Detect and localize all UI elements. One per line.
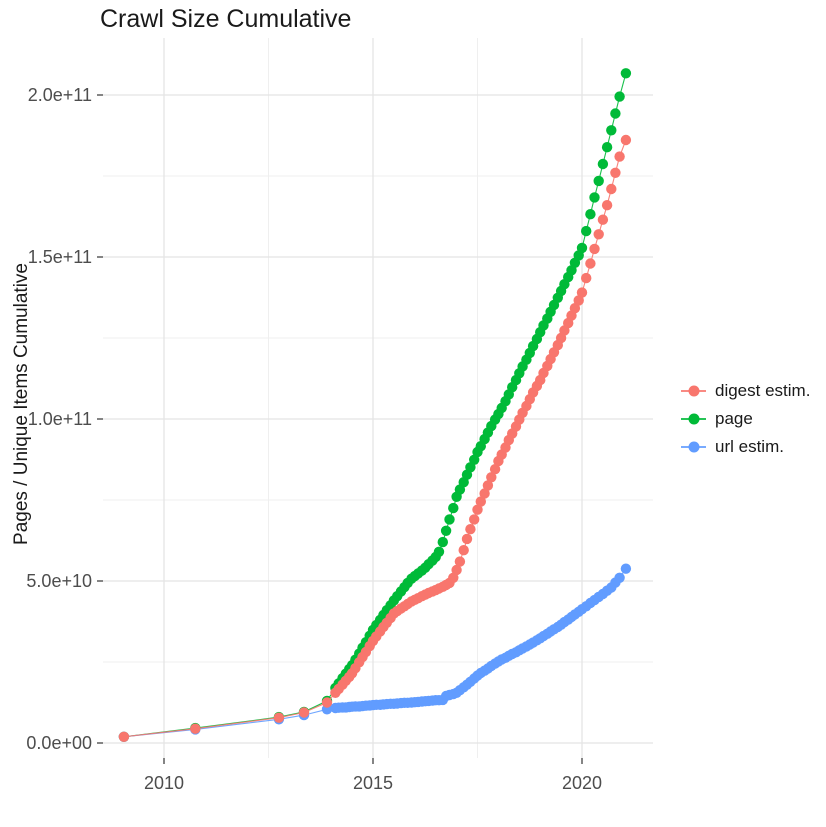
legend-item-digest: digest estim.: [681, 377, 810, 405]
svg-text:1.5e+11: 1.5e+11: [28, 247, 92, 267]
legend-key-digest-icon: [681, 385, 706, 397]
series-page: [118, 68, 632, 742]
x-axis-tick-labels: 2010 2015 2020: [144, 773, 602, 793]
series-digest-estim-: [118, 134, 632, 742]
legend-item-page: page: [681, 405, 810, 433]
svg-text:2015: 2015: [353, 773, 393, 793]
svg-text:2020: 2020: [562, 773, 602, 793]
chart-title: Crawl Size Cumulative: [100, 5, 352, 33]
svg-text:2.0e+11: 2.0e+11: [28, 85, 92, 105]
legend-key-url-icon: [681, 441, 706, 453]
legend: digest estim. page url estim.: [681, 377, 810, 461]
gridlines: [103, 38, 653, 758]
legend-label: page: [715, 409, 753, 428]
svg-text:5.0e+10: 5.0e+10: [26, 571, 92, 591]
svg-text:1.0e+11: 1.0e+11: [28, 409, 92, 429]
series-url-estim-: [118, 563, 632, 742]
axis-ticks: [97, 94, 583, 764]
svg-text:0.0e+00: 0.0e+00: [26, 733, 92, 753]
legend-item-url: url estim.: [681, 433, 810, 461]
y-axis-tick-labels: 0.0e+00 5.0e+10 1.0e+11 1.5e+11 2.0e+11: [26, 85, 92, 753]
legend-label: digest estim.: [715, 381, 811, 400]
legend-key-page-icon: [681, 413, 706, 425]
svg-text:2010: 2010: [144, 773, 184, 793]
legend-label: url estim.: [715, 437, 784, 456]
